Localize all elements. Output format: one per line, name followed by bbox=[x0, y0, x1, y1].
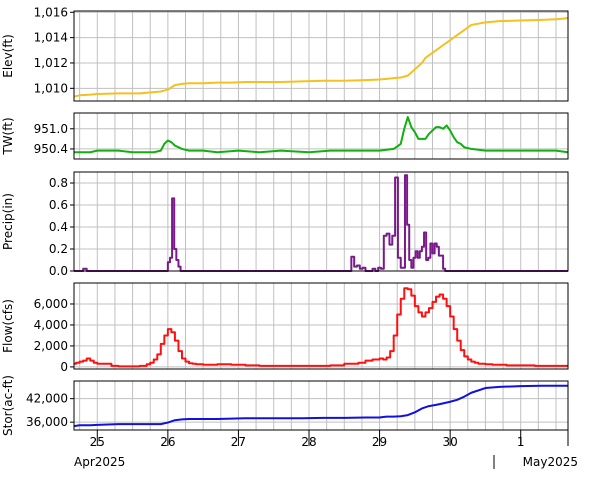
panel-frame bbox=[73, 112, 569, 160]
y-axis-label-elevation: Elev(ft) bbox=[1, 34, 15, 77]
y-tick-label: 2,000 bbox=[34, 339, 68, 353]
y-tick-label: 0.8 bbox=[49, 176, 68, 190]
y-axis-label-tailwater: TW(ft) bbox=[1, 117, 15, 155]
y-tick-label: 951.0 bbox=[34, 122, 68, 136]
y-tick-label: 0 bbox=[60, 360, 68, 374]
y-tick-label: 0.4 bbox=[49, 220, 68, 234]
y-tick-label: 36,000 bbox=[26, 415, 68, 429]
y-tick-label: 6,000 bbox=[34, 297, 68, 311]
time-axis: Apr2025 May2025 25 26 27 28 29 30 1 bbox=[74, 430, 578, 469]
series-line-tailwater bbox=[74, 116, 569, 154]
panel-frame bbox=[73, 282, 569, 370]
panel-tailwater: 950.4 951.0 TW(ft) bbox=[1, 112, 569, 160]
panel-storage: 36,000 42,000 Stor(ac-ft) bbox=[1, 375, 569, 436]
y-tick-label: 950.4 bbox=[34, 142, 68, 156]
series-line-storage bbox=[73, 384, 568, 428]
series-line-precipitation bbox=[74, 174, 568, 272]
day-label: 28 bbox=[301, 435, 316, 449]
y-tick-label: 42,000 bbox=[26, 392, 68, 406]
panel-frame bbox=[73, 10, 569, 102]
y-tick-label: 0.2 bbox=[49, 242, 68, 256]
day-label: 29 bbox=[372, 435, 387, 449]
y-tick-label: 1,012 bbox=[34, 56, 68, 70]
day-label: 26 bbox=[160, 435, 175, 449]
day-label: 27 bbox=[231, 435, 246, 449]
y-axis-label-precipitation: Precip(in) bbox=[1, 193, 15, 250]
panel-frame bbox=[73, 380, 569, 431]
panel-precipitation: 0.0 0.2 0.4 0.6 0.8 Precip(in) bbox=[1, 171, 569, 278]
day-label: 25 bbox=[90, 435, 105, 449]
y-tick-label: 4,000 bbox=[34, 318, 68, 332]
panel-frame bbox=[73, 171, 569, 272]
y-axis-label-storage: Stor(ac-ft) bbox=[1, 375, 15, 436]
y-tick-label: 1,014 bbox=[34, 31, 68, 45]
y-axis-label-flow: Flow(cfs) bbox=[1, 299, 15, 353]
y-tick-label: 0.6 bbox=[49, 198, 68, 212]
y-tick-label: 1,016 bbox=[34, 5, 68, 19]
month-label-may: May2025 bbox=[523, 455, 578, 469]
day-label: 30 bbox=[443, 435, 458, 449]
y-tick-label: 1,010 bbox=[34, 81, 68, 95]
month-label-apr: Apr2025 bbox=[74, 455, 125, 469]
panel-flow: 0 2,000 4,000 6,000 Flow(cfs) bbox=[1, 282, 569, 374]
y-tick-label: 0.0 bbox=[49, 264, 68, 278]
series-line-flow bbox=[74, 287, 568, 368]
day-label: 1 bbox=[517, 435, 525, 449]
panel-elevation: 1,010 1,012 1,014 1,016 Elev(ft) bbox=[1, 5, 569, 102]
series-line-elevation bbox=[73, 16, 569, 98]
